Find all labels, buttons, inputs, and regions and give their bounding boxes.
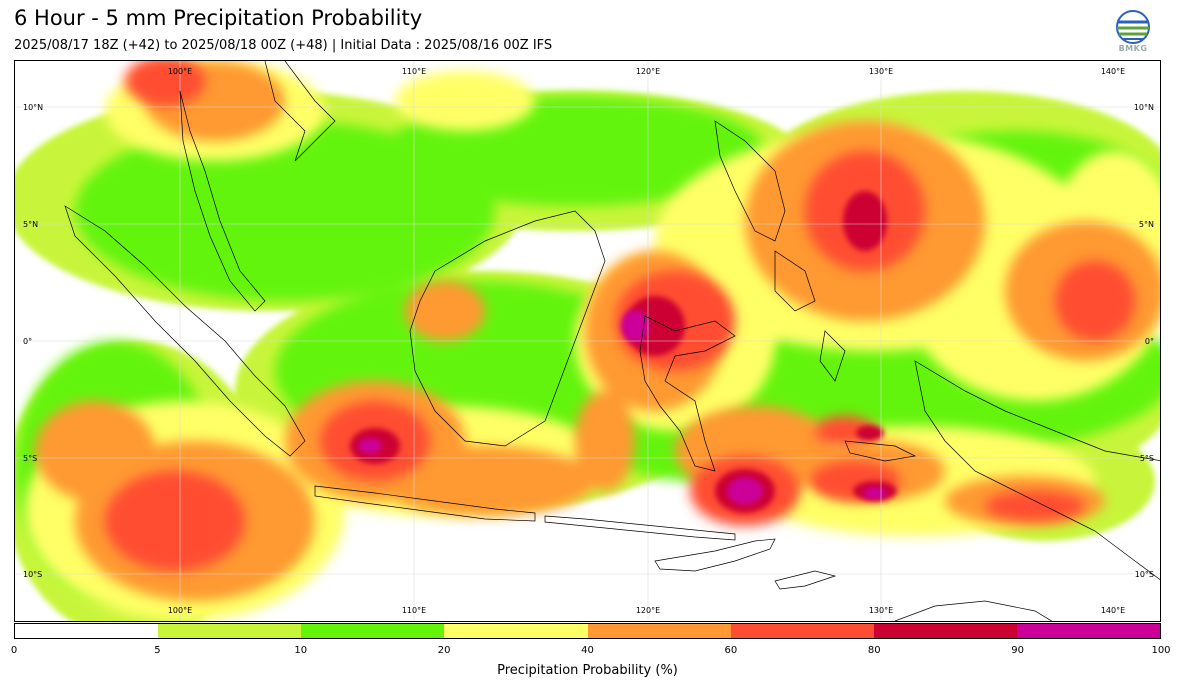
colorbar-segment	[587, 624, 731, 638]
page-subtitle: 2025/08/17 18Z (+42) to 2025/08/18 00Z (…	[14, 38, 553, 53]
colorbar-segment	[1016, 624, 1160, 638]
logo-text: BMKG	[1118, 44, 1148, 53]
precipitation-map[interactable]: 100°E 110°E 120°E 130°E 140°E 100°E 110°…	[15, 61, 1161, 622]
colorbar-tick: 20	[437, 645, 451, 656]
colorbar-tick: 60	[724, 645, 738, 656]
colorbar-tick: 100	[1151, 645, 1171, 656]
colorbar-segment	[730, 624, 874, 638]
lat-label: 0°	[23, 337, 32, 346]
map-panel[interactable]: 100°E 110°E 120°E 130°E 140°E 100°E 110°…	[14, 60, 1161, 622]
colorbar-segment	[444, 624, 588, 638]
lat-label: 10°N	[23, 103, 43, 112]
lat-label: 5°S	[23, 454, 37, 463]
lon-labels-top: 100°E 110°E 120°E 130°E 140°E	[168, 67, 1125, 76]
lon-label: 120°E	[636, 67, 660, 76]
colorbar-segment	[15, 624, 159, 638]
colorbar-tick: 40	[581, 645, 594, 656]
colorbar-tick-labels: 0 5 10 20 40 60 80 90 100	[10, 645, 1171, 659]
lon-label: 130°E	[869, 67, 893, 76]
lat-label: 10°S	[1135, 570, 1154, 579]
colorbar-title: Precipitation Probability (%)	[497, 663, 678, 678]
lon-label: 130°E	[869, 606, 893, 615]
colorbar-segment	[873, 624, 1017, 638]
lat-label: 5°S	[1140, 454, 1154, 463]
lon-label: 100°E	[168, 606, 192, 615]
coastlines	[64, 61, 1160, 621]
lon-label: 110°E	[402, 67, 426, 76]
colorbar	[14, 623, 1161, 639]
lon-label: 140°E	[1101, 67, 1125, 76]
lat-label: 10°S	[23, 570, 42, 579]
colorbar-segment	[301, 624, 445, 638]
precipitation-field	[15, 61, 1160, 621]
lon-label: 140°E	[1101, 606, 1125, 615]
globe-icon	[1116, 10, 1150, 44]
page-title: 6 Hour - 5 mm Precipitation Probability	[14, 6, 423, 30]
bmkg-logo: BMKG	[1113, 10, 1153, 56]
lon-label: 100°E	[168, 67, 192, 76]
lat-labels-left: 10°N 5°N 0° 5°S 10°S	[23, 103, 43, 579]
colorbar-tick: 10	[294, 645, 308, 656]
lat-label: 5°N	[1139, 220, 1154, 229]
colorbar-segment	[158, 624, 302, 638]
lon-label: 110°E	[402, 606, 426, 615]
colorbar-tick: 0	[10, 645, 18, 656]
colorbar-tick: 90	[1011, 645, 1024, 656]
lon-label: 120°E	[636, 606, 660, 615]
lat-label: 10°N	[1134, 103, 1154, 112]
lat-label: 5°N	[23, 220, 38, 229]
lat-label: 0°	[1145, 337, 1154, 346]
lon-labels-bottom: 100°E 110°E 120°E 130°E 140°E	[168, 606, 1125, 615]
colorbar-tick: 80	[867, 645, 881, 656]
colorbar-tick: 5	[154, 645, 161, 656]
lat-labels-right: 10°N 5°N 0° 5°S 10°S	[1134, 103, 1154, 579]
